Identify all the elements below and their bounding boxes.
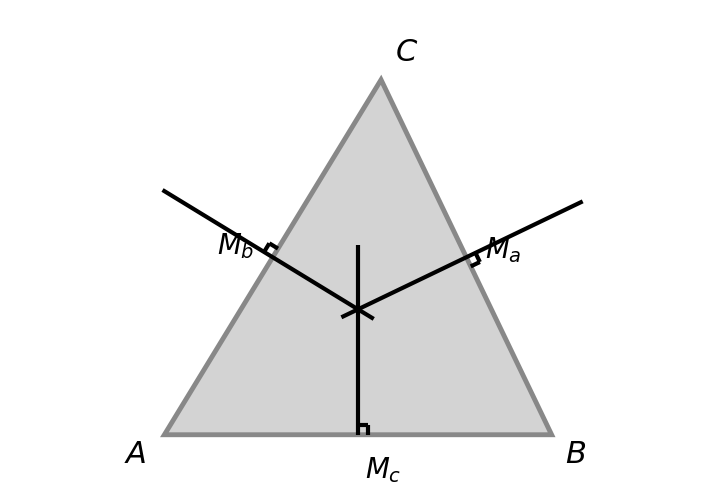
Text: $M_a$: $M_a$: [485, 236, 521, 265]
Text: $C$: $C$: [395, 37, 418, 68]
Text: $A$: $A$: [124, 439, 146, 470]
Polygon shape: [165, 80, 551, 435]
Text: $B$: $B$: [566, 439, 586, 470]
Text: $M_c$: $M_c$: [365, 456, 401, 485]
Text: $M_b$: $M_b$: [217, 231, 254, 261]
